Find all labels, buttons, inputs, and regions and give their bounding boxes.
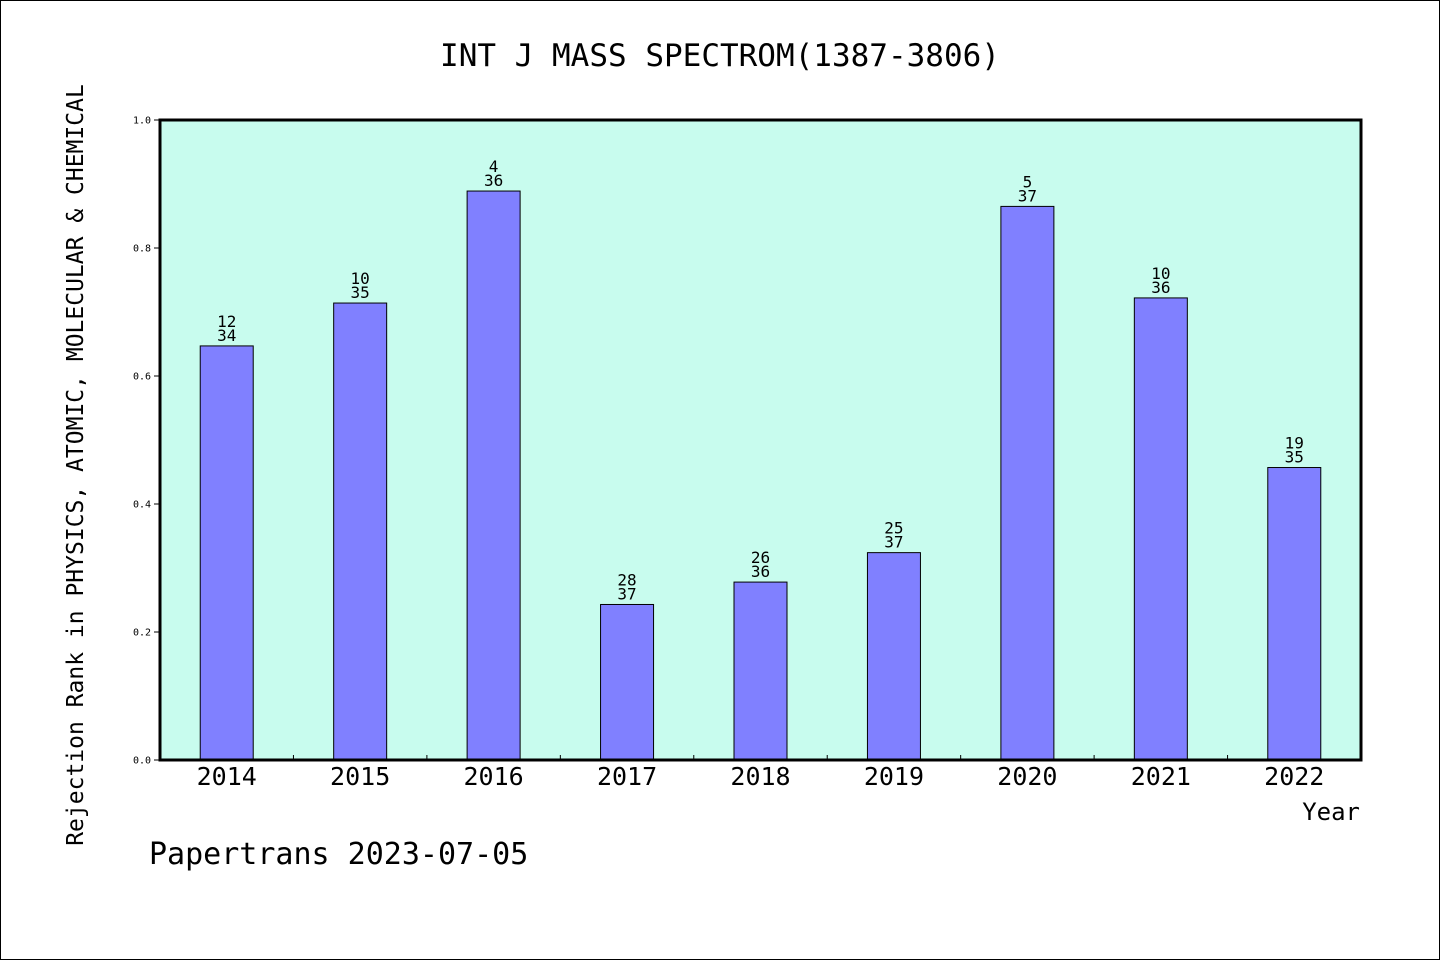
x-axis-label: Year [1302, 798, 1360, 826]
bar-label-rank: 5 [1023, 172, 1033, 191]
y-tick-label: 0.6 [133, 372, 151, 383]
bar-label-rank: 10 [1151, 264, 1170, 283]
y-axis-label: Rejection Rank in PHYSICS, ATOMIC, MOLEC… [63, 84, 89, 846]
x-tick-label: 2016 [464, 762, 524, 791]
x-tick-label: 2014 [197, 762, 257, 791]
bar-label-total: 37 [884, 533, 903, 552]
bar-label-total: 34 [217, 326, 236, 345]
y-tick-label: 0.4 [133, 500, 151, 511]
bar-2019 [866, 552, 921, 761]
bar-label-rank: 4 [489, 157, 499, 176]
bar-label-rank: 26 [751, 548, 770, 567]
bar-2021 [1133, 297, 1188, 761]
x-tick-label: 2015 [330, 762, 390, 791]
x-tick-label: 2017 [597, 762, 657, 791]
bar-2014 [199, 345, 254, 761]
bar-2017 [600, 603, 655, 761]
bar-label-rank: 19 [1285, 434, 1304, 453]
x-tick-label: 2022 [1264, 762, 1324, 791]
bar-label-rank: 28 [617, 570, 636, 589]
x-tick-label: 2019 [864, 762, 924, 791]
bar-2018 [733, 581, 788, 761]
bar-label-total: 36 [484, 171, 503, 190]
x-tick-label: 2020 [997, 762, 1057, 791]
bar-label-total: 35 [1285, 448, 1304, 467]
x-tick-label: 2018 [730, 762, 790, 791]
plot-border [158, 118, 1363, 762]
y-tick-label: 1.0 [133, 116, 151, 127]
bar-2022 [1267, 467, 1322, 761]
bar-label-total: 37 [1018, 186, 1037, 205]
bar-label-rank: 10 [351, 269, 370, 288]
bar-label-rank: 25 [884, 519, 903, 538]
bar-label-total: 36 [1151, 278, 1170, 297]
y-tick-label: 0.0 [133, 756, 151, 767]
bar-label-total: 37 [617, 584, 636, 603]
chart-title: INT J MASS SPECTROM(1387-3806) [440, 38, 1000, 74]
bar-label-total: 35 [351, 283, 370, 302]
bar-2015 [333, 302, 388, 761]
bar-label-total: 36 [751, 562, 770, 581]
y-tick-label: 0.8 [133, 244, 151, 255]
bar-2016 [466, 190, 521, 761]
axes-layer: 0.0 0.2 0.4 0.6 0.8 1.0 2014 2015 2016 2017 2018 20… [133, 116, 1363, 791]
x-tick-label: 2021 [1131, 762, 1191, 791]
y-tick-label: 0.2 [133, 628, 151, 639]
bar-label-rank: 12 [217, 312, 236, 331]
footer-text: Papertrans 2023-07-05 [149, 837, 528, 872]
bar-2020 [1000, 205, 1055, 761]
